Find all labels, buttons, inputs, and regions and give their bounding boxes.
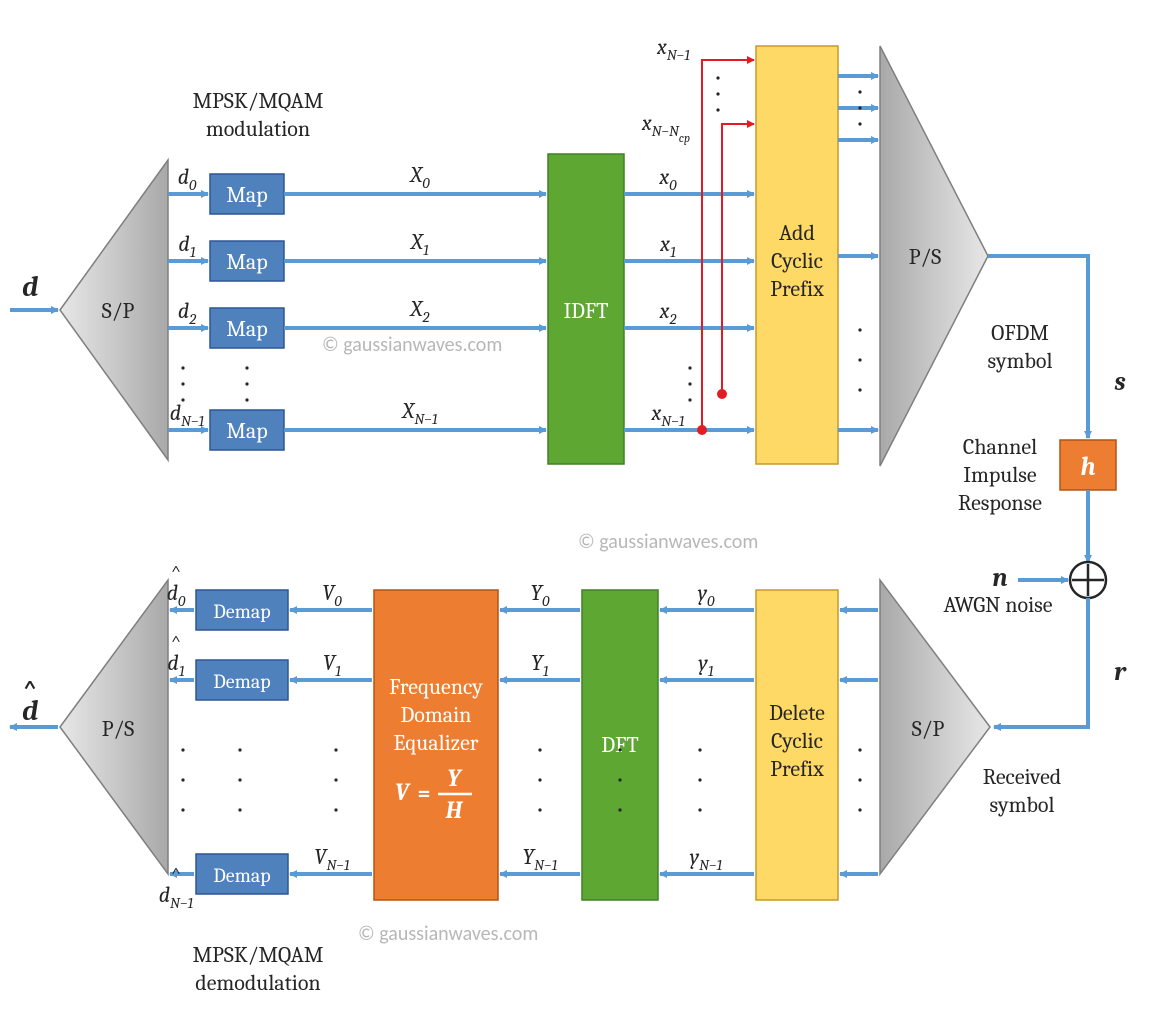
label-add-cp3: Prefix <box>770 276 824 302</box>
tx-rows: d0 Map X0 d1 Map X1 d2 Map X2 dN−1 Map XN−1 <box>168 162 546 450</box>
label-idft: IDFT <box>564 298 609 324</box>
dots-idft-out <box>688 76 719 401</box>
svg-text:^: ^ <box>171 864 181 885</box>
svg-text:x0: x0 <box>658 164 677 194</box>
svg-text:Demap: Demap <box>213 670 270 693</box>
svg-text:YN−1: YN−1 <box>523 844 558 874</box>
svg-text:X1: X1 <box>409 229 429 259</box>
svg-text:dN−1: dN−1 <box>170 400 205 430</box>
cp-ps-rows <box>838 76 878 430</box>
svg-text:VN−1: VN−1 <box>314 844 349 874</box>
svg-text:V1: V1 <box>323 650 341 680</box>
label-channel: h <box>1080 452 1095 482</box>
label-mpsk-mod: MPSK/MQAM <box>193 88 324 114</box>
watermark-3: © gaussianwaves.com <box>358 922 538 946</box>
svg-text:H: H <box>445 796 464 824</box>
idft-out-rows: x0 x1 x2 xN−1 <box>624 164 754 430</box>
label-ch1: Channel <box>963 434 1037 460</box>
label-eq3: Equalizer <box>393 730 478 756</box>
label-s: s <box>1114 367 1125 397</box>
svg-text:XN−1: XN−1 <box>400 398 437 428</box>
label-del-cp3: Prefix <box>770 756 824 782</box>
label-sp-rx: S/P <box>912 716 945 742</box>
svg-text:Y1: Y1 <box>531 650 549 680</box>
arrow-ps-to-channel <box>988 256 1088 438</box>
label-eq1: Frequency <box>389 674 483 700</box>
watermark-2: © gaussianwaves.com <box>578 530 758 554</box>
label-recv1: Received <box>983 764 1061 790</box>
label-dft: DFT <box>601 732 638 758</box>
svg-text:d0: d0 <box>167 580 186 610</box>
svg-text:yN−1: yN−1 <box>690 844 723 874</box>
label-r: r <box>1114 657 1127 687</box>
svg-text:x2: x2 <box>659 298 677 328</box>
label-recv2: symbol <box>990 792 1055 818</box>
label-modulation: modulation <box>206 116 310 142</box>
label-demodulation: demodulation <box>195 970 320 996</box>
svg-text:Demap: Demap <box>213 864 270 887</box>
svg-text:Map: Map <box>226 249 267 275</box>
svg-text:=: = <box>417 780 430 806</box>
label-eq2: Domain <box>401 702 472 728</box>
label-ofdm1: OFDM <box>991 320 1049 346</box>
label-d-out: d ^ <box>22 676 38 727</box>
label-del-cp1: Delete <box>769 700 825 726</box>
svg-text:Demap: Demap <box>213 600 270 623</box>
label-sp-tx: S/P <box>102 298 135 324</box>
label-d-in: d <box>22 271 38 303</box>
svg-text:Map: Map <box>226 182 267 208</box>
svg-text:x1: x1 <box>659 231 676 261</box>
svg-text:Map: Map <box>226 316 267 342</box>
svg-text:V0: V0 <box>322 580 342 610</box>
label-mpsk-demod: MPSK/MQAM <box>193 942 324 968</box>
adder <box>1070 562 1106 598</box>
svg-text:y0: y0 <box>698 580 715 610</box>
svg-text:Map: Map <box>226 418 267 444</box>
label-ofdm2: symbol <box>988 348 1053 374</box>
label-n: n <box>992 563 1007 593</box>
label-add-cp1: Add <box>779 220 815 246</box>
label-add-cp2: Cyclic <box>771 248 823 274</box>
cyclic-prefix-wires <box>697 60 754 435</box>
svg-text:V: V <box>395 778 411 806</box>
svg-text:xN−1: xN−1 <box>656 34 690 64</box>
label-ch2: Impulse <box>963 462 1036 488</box>
label-ch3: Response <box>958 490 1042 516</box>
dots-cp-ps <box>858 90 861 391</box>
svg-text:y1: y1 <box>698 650 713 680</box>
label-ps-tx: P/S <box>909 244 942 270</box>
svg-text:X2: X2 <box>409 296 430 326</box>
svg-text:dN−1: dN−1 <box>159 882 194 912</box>
label-ps-rx: P/S <box>102 716 135 742</box>
svg-text:d1: d1 <box>167 650 184 680</box>
cp-top-labels: xN−1 xN−Ncp <box>641 34 690 145</box>
dots-tx <box>181 366 248 401</box>
svg-text:d0: d0 <box>178 164 197 194</box>
svg-text:d2: d2 <box>178 298 196 328</box>
label-awgn: AWGN noise <box>944 592 1053 618</box>
svg-text:Y0: Y0 <box>531 580 551 610</box>
svg-text:xN−Ncp: xN−Ncp <box>641 110 690 145</box>
ofdm-block-diagram: d S/P MPSK/MQAM modulation d0 Map X0 d1 Map X… <box>0 0 1158 1010</box>
watermark-1: © gaussianwaves.com <box>322 333 502 357</box>
svg-text:xN−1: xN−1 <box>650 400 684 430</box>
svg-text:X0: X0 <box>408 162 430 192</box>
label-del-cp2: Cyclic <box>771 728 823 754</box>
svg-text:^: ^ <box>23 676 36 702</box>
svg-text:d1: d1 <box>178 231 195 261</box>
